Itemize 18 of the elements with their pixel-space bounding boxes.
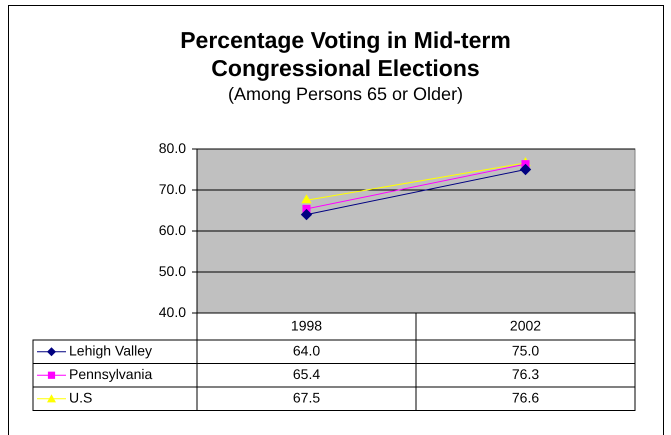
data-label: 76.3 [512,366,540,382]
legend-label: Pennsylvania [69,366,152,382]
chart-subtitle: (Among Persons 65 or Older) [228,84,464,104]
data-label: 65.4 [292,366,320,382]
x-tick-label: 2002 [510,317,542,334]
y-tick-label: 80.0 [158,140,186,156]
data-label: 67.5 [292,390,320,406]
legend-label: Lehigh Valley [69,342,152,359]
y-tick-label: 70.0 [158,180,186,197]
data-label: 64.0 [292,342,320,359]
chart-title: Percentage Voting in Mid-term Congressional Elections [180,27,511,81]
data-label: 76.6 [512,390,540,406]
y-tick-label: 50.0 [158,262,186,279]
y-tick-label: 60.0 [158,222,186,238]
legend-label: U.S [69,390,92,406]
y-tick-label: 40.0 [158,304,186,320]
x-tick-label: 1998 [290,317,322,334]
data-label: 75.0 [512,342,540,359]
